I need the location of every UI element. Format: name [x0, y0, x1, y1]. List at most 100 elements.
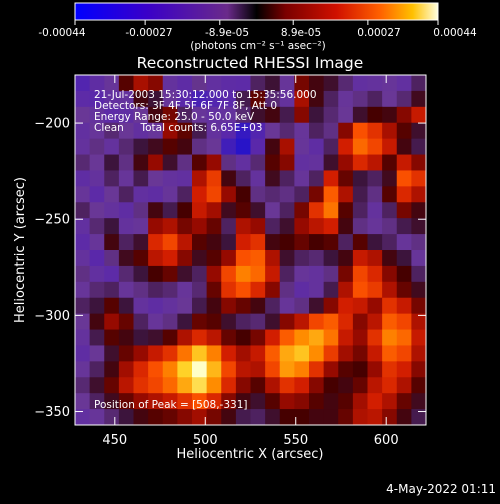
heatmap-cell — [279, 75, 295, 92]
heatmap-cell — [104, 313, 120, 331]
heatmap-cell — [411, 138, 426, 156]
heatmap-cell — [118, 106, 135, 124]
heatmap-cell — [104, 154, 120, 172]
heatmap-cell — [148, 265, 164, 283]
heatmap-cell — [221, 75, 237, 92]
heatmap-cell — [382, 90, 398, 108]
heatmap-cell — [206, 409, 222, 425]
heatmap-cell — [235, 265, 252, 283]
heatmap-cell — [279, 345, 295, 362]
heatmap-cell — [118, 297, 135, 315]
heatmap-cell — [382, 122, 398, 140]
heatmap-cell — [162, 345, 178, 362]
heatmap-cell — [367, 90, 383, 108]
heatmap-cell — [250, 297, 266, 315]
heatmap-cell — [265, 345, 281, 362]
heatmap-cell — [309, 186, 325, 203]
heatmap-cell — [89, 122, 105, 140]
heatmap-cell — [323, 138, 339, 156]
heatmap-cell — [338, 138, 354, 156]
heatmap-cell — [177, 361, 193, 378]
heatmap-cell — [89, 75, 105, 92]
heatmap-cell — [192, 377, 208, 394]
heatmap-cell — [309, 218, 325, 235]
heatmap-cell — [265, 281, 281, 299]
heatmap-cell — [206, 106, 222, 124]
heatmap-cell — [89, 265, 105, 283]
heatmap-cell — [382, 313, 398, 331]
heatmap-cell — [192, 265, 208, 283]
heatmap-cell — [118, 281, 135, 299]
heatmap-cell — [221, 393, 237, 410]
heatmap-cell — [338, 281, 354, 299]
heatmap-cell — [221, 345, 237, 362]
heatmap-cell — [367, 281, 383, 299]
x-tick-label: 600 — [374, 433, 399, 448]
heatmap-cell — [221, 250, 237, 267]
heatmap-cell — [235, 361, 252, 378]
heatmap-cell — [75, 409, 91, 425]
heatmap-cell — [162, 313, 178, 331]
heatmap-cell — [294, 409, 310, 425]
heatmap-cell — [118, 122, 135, 140]
heatmap-cell — [148, 329, 164, 347]
heatmap-cell — [265, 361, 281, 378]
heatmap-cell — [338, 393, 354, 410]
heatmap-cell — [396, 409, 412, 425]
heatmap-cell — [352, 186, 369, 203]
heatmap-cell — [118, 234, 135, 251]
heatmap-cell — [323, 154, 339, 172]
heatmap-cell — [323, 170, 339, 187]
heatmap-cell — [411, 329, 426, 347]
heatmap-cell — [250, 218, 266, 235]
heatmap-cell — [265, 122, 281, 140]
heatmap-cell — [323, 75, 339, 92]
heatmap-cell — [162, 250, 178, 267]
heatmap-cell — [206, 154, 222, 172]
heatmap-cell — [396, 75, 412, 92]
heatmap-cell — [192, 154, 208, 172]
heatmap-cell — [382, 281, 398, 299]
heatmap-cell — [367, 345, 383, 362]
heatmap-cell — [192, 202, 208, 219]
heatmap-cell — [89, 234, 105, 251]
heatmap-cell — [75, 281, 91, 299]
heatmap-cell — [367, 218, 383, 235]
y-tick-label: −200 — [34, 117, 70, 132]
heatmap-cell — [352, 409, 369, 425]
heatmap-cell — [352, 218, 369, 235]
heatmap-cell — [148, 297, 164, 315]
heatmap-cell — [133, 186, 149, 203]
heatmap-cell — [148, 313, 164, 331]
heatmap-cell — [75, 218, 91, 235]
heatmap-cell — [352, 281, 369, 299]
heatmap-cell — [338, 250, 354, 267]
heatmap-cell — [338, 377, 354, 394]
heatmap-cell — [235, 218, 252, 235]
heatmap-cell — [75, 170, 91, 187]
heatmap-cell — [411, 170, 426, 187]
heatmap-cell — [279, 90, 295, 108]
heatmap-cell — [118, 186, 135, 203]
heatmap-cell — [162, 265, 178, 283]
heatmap-cell — [250, 138, 266, 156]
x-tick-label: 500 — [193, 433, 218, 448]
heatmap-cell — [89, 218, 105, 235]
heatmap-cell — [162, 329, 178, 347]
heatmap-cell — [338, 297, 354, 315]
heatmap-cell — [206, 75, 222, 92]
heatmap-cell — [250, 329, 266, 347]
heatmap-cell — [133, 138, 149, 156]
heatmap-cell — [89, 138, 105, 156]
heatmap-cell — [75, 393, 91, 410]
peak-position-text: Position of Peak = [508,-331] — [94, 399, 248, 411]
heatmap-cell — [75, 186, 91, 203]
heatmap-cell — [323, 329, 339, 347]
heatmap-cell — [279, 297, 295, 315]
heatmap-cell — [338, 186, 354, 203]
heatmap-cell — [162, 75, 178, 92]
heatmap-cell — [294, 297, 310, 315]
heatmap-cell — [162, 138, 178, 156]
colorbar-gradient — [74, 2, 439, 21]
heatmap-cell — [133, 409, 149, 425]
